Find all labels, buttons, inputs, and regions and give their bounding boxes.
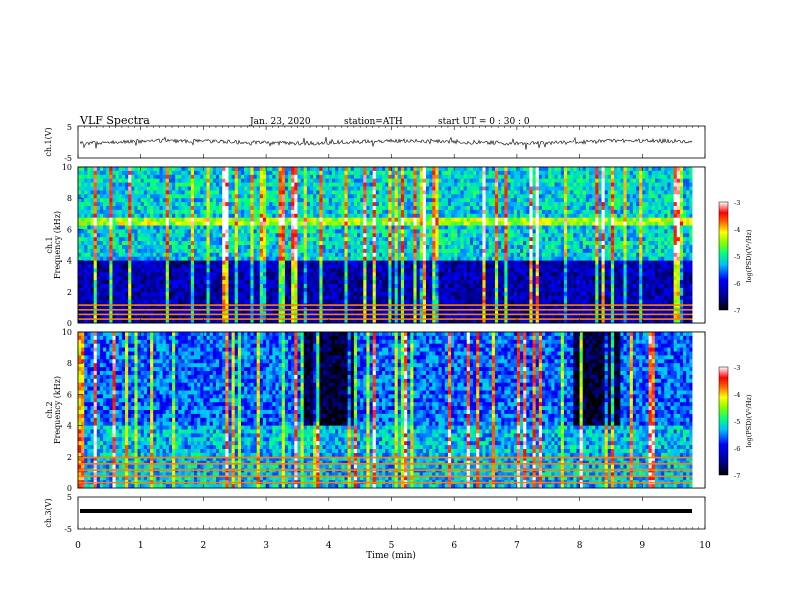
ch1-spectrogram-panel: 0 2 4 6 8 10 ch.1 Frequency (kHz) (45, 163, 706, 328)
ch1-spec-ytick-label-2: 2 (67, 288, 72, 297)
ch1-spec-ytick-label-4: 4 (67, 257, 72, 266)
figure-date: Jan. 23, 2020 (249, 117, 311, 127)
ch1-spec-ylabel-channel: ch.1 (45, 236, 54, 253)
ch1-colorbar-tick--6: -6 (734, 280, 740, 288)
ch1-waveform-panel: 5 -5 ch.1(V) (44, 123, 706, 163)
figure-station: station=ATH (344, 117, 403, 127)
time-tick-label-5: 5 (389, 541, 395, 551)
time-tick-label-8: 8 (577, 541, 583, 551)
ch2-colorbar-tick--6: -6 (734, 445, 740, 453)
ch2-spectrogram-panel: 0 2 4 6 8 10 ch.2 Frequency (kHz) (45, 328, 706, 493)
ch2-colorbar-scale (718, 366, 729, 476)
ch2-colorbar-tick--3: -3 (734, 364, 740, 372)
ch1-spec-ytick-label-8: 8 (67, 194, 72, 203)
ch1-spec-ytick-label-6: 6 (67, 225, 72, 234)
ch3-ylabel: ch.3(V) (44, 498, 53, 527)
ch1-spec-ytick-label-0: 0 (67, 319, 72, 328)
time-tick-label-7: 7 (514, 541, 520, 551)
ch2-colorbar: -3 -4 -5 -6 -7 log(PSD)(V²/Hz) (718, 364, 753, 480)
ch1-spectrogram-image (78, 167, 705, 324)
time-tick-label-10: 10 (699, 541, 711, 551)
time-tick-label-6: 6 (451, 541, 457, 551)
figure-title: VLF Spectra (79, 114, 150, 127)
ch1-waveform-line (79, 136, 693, 150)
ch1-spec-ytick-label-10: 10 (62, 163, 72, 172)
ch2-spec-ytick-label-10: 10 (62, 328, 72, 337)
ch1-waveform-frame (77, 125, 706, 159)
ch1-colorbar-tick--3: -3 (734, 199, 740, 207)
ch3-waveform-panel: 5 -5 ch.3(V) (44, 493, 706, 534)
ch1-spec-ylabel-frequency: Frequency (kHz) (53, 211, 62, 279)
time-tick-label-3: 3 (263, 541, 269, 551)
ch1-colorbar-label: log(PSD)(V²/Hz) (745, 229, 753, 282)
ch1-ytick-top: 5 (67, 123, 72, 132)
ch3-ytick-top: 5 (67, 493, 72, 502)
ch2-spec-ytick-label-6: 6 (67, 390, 72, 399)
ch2-colorbar-tick--4: -4 (734, 391, 740, 399)
ch2-spec-ytick-label-0: 0 (67, 484, 72, 493)
figure-start-time: start UT = 0 : 30 : 0 (438, 117, 530, 127)
ch1-ylabel: ch.1(V) (44, 127, 53, 156)
ch2-spectrogram-image (78, 332, 705, 489)
ch2-spec-ytick-label-8: 8 (67, 359, 72, 368)
ch1-ytick-bottom: -5 (64, 154, 72, 163)
ch2-spec-ylabel-frequency: Frequency (kHz) (53, 376, 62, 444)
time-axis: 0 1 2 3 4 5 6 7 8 9 10 (75, 126, 711, 551)
time-tick-label-2: 2 (201, 541, 207, 551)
time-tick-label-4: 4 (326, 541, 332, 551)
time-axis-label: Time (min) (366, 550, 416, 561)
ch1-colorbar-tick--7: -7 (734, 307, 740, 315)
ch2-colorbar-tick--7: -7 (734, 472, 740, 480)
ch2-spec-ylabel-channel: ch.2 (45, 401, 54, 418)
ch2-spec-ytick-label-4: 4 (67, 422, 72, 431)
ch1-colorbar-scale (718, 201, 729, 311)
time-tick-label-9: 9 (639, 541, 645, 551)
ch3-waveform-line (80, 509, 692, 513)
ch1-colorbar-tick--5: -5 (734, 253, 740, 261)
time-tick-label-0: 0 (75, 541, 81, 551)
ch3-ytick-bottom: -5 (64, 525, 72, 534)
ch2-colorbar-label: log(PSD)(V²/Hz) (745, 394, 753, 447)
time-tick-label-1: 1 (138, 541, 144, 551)
ch2-spec-ytick-label-2: 2 (67, 453, 72, 462)
ch2-colorbar-tick--5: -5 (734, 418, 740, 426)
ch1-colorbar: -3 -4 -5 -6 -7 log(PSD)(V²/Hz) (718, 199, 753, 315)
ch1-colorbar-tick--4: -4 (734, 226, 740, 234)
